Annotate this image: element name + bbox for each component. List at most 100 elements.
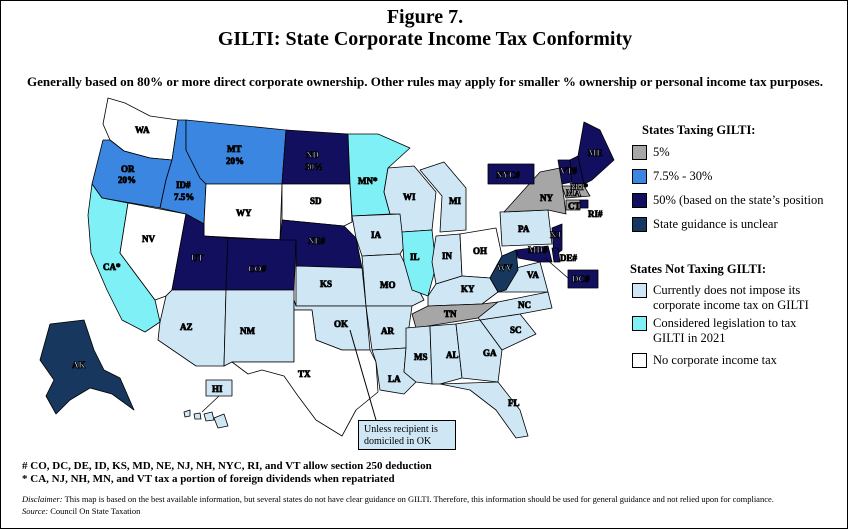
legend-label-legislation-line2: GILTI in 2021 xyxy=(653,331,726,345)
legend-label-legislation: Considered legislation to tax GILTI in 2… xyxy=(653,316,796,346)
callout-line1: Unless recipient is xyxy=(364,424,438,435)
label-sd: SD xyxy=(310,196,322,206)
legend-label-unclear: State guidance is unclear xyxy=(653,217,778,231)
label-mt: MT xyxy=(227,144,242,154)
state-mi xyxy=(419,161,467,233)
label-pa: PA xyxy=(518,224,530,234)
label-hi: HI xyxy=(212,384,223,394)
label-nc: NC xyxy=(518,300,531,310)
figure-title: Figure 7. GILTI: State Corporate Income … xyxy=(0,6,850,50)
label-md: MD# xyxy=(528,245,548,255)
source-text: Council On State Taxation xyxy=(48,506,141,516)
state-ca xyxy=(87,183,161,333)
legend-item-unclear: State guidance is unclear xyxy=(632,217,778,232)
legend-label-50pct: 50% (based on the state’s position xyxy=(653,193,824,207)
state-de xyxy=(551,247,561,263)
label-mn: MN* xyxy=(358,176,378,186)
state-nm xyxy=(223,289,295,367)
source: Source: Council On State Taxation xyxy=(22,506,140,516)
state-me xyxy=(577,121,615,185)
label-wy: WY xyxy=(236,208,252,218)
label-ny: NY xyxy=(540,193,553,203)
label-ca: CA* xyxy=(103,262,121,272)
label-nj: NJ xyxy=(550,230,561,240)
legend-item-legislation: Considered legislation to tax GILTI in 2… xyxy=(632,316,796,346)
legend-label-no-impose-line1: Currently does not impose its xyxy=(653,283,801,297)
label-ok: OK xyxy=(334,319,348,329)
label-co: CO# xyxy=(248,264,267,274)
label-sc: SC xyxy=(510,325,522,335)
label-nm: NM xyxy=(240,326,255,336)
label-va: VA xyxy=(527,270,539,280)
label-dc: DC# xyxy=(572,274,590,284)
label-mt-rate: 20% xyxy=(226,156,244,166)
label-nh: NH* xyxy=(570,182,589,192)
label-mi: MI xyxy=(449,196,461,206)
state-ma xyxy=(561,185,591,199)
ok-callout: Unless recipient is domiciled in OK xyxy=(358,420,456,450)
label-ak: AK xyxy=(72,360,86,370)
state-sd xyxy=(281,183,353,227)
disclaimer: Disclaimer: This map is based on the bes… xyxy=(22,494,774,504)
label-id: ID# xyxy=(176,180,191,190)
disclaimer-label: Disclaimer: xyxy=(22,494,63,504)
legend-label-no-impose: Currently does not impose its corporate … xyxy=(653,283,809,313)
swatch-unclear xyxy=(632,217,647,232)
label-in: IN xyxy=(442,251,453,261)
label-ks: KS xyxy=(320,279,332,289)
label-wv: WV xyxy=(497,263,513,273)
legend-label-5pct: 5% xyxy=(653,145,670,159)
label-ri: RI# xyxy=(588,209,603,219)
note-section-250: # CO, DC, DE, ID, KS, MD, NE, NJ, NH, NY… xyxy=(22,460,432,472)
swatch-7-30pct xyxy=(632,169,647,184)
label-me: ME xyxy=(588,148,603,158)
label-vt: VT# xyxy=(560,166,578,176)
state-al xyxy=(429,323,463,385)
state-wy xyxy=(203,183,283,241)
nyc-box xyxy=(487,163,535,185)
callout-line2: domiciled in OK xyxy=(364,436,432,447)
label-al: AL xyxy=(446,350,459,360)
label-wi: WI xyxy=(403,192,416,202)
source-label: Source: xyxy=(22,506,49,516)
legend-label-no-impose-line2: corporate income tax on GILTI xyxy=(653,298,809,312)
legend-item-7-30pct: 7.5% - 30% xyxy=(632,169,712,184)
state-ak xyxy=(39,319,135,415)
state-nc xyxy=(477,291,553,321)
label-ut: UT xyxy=(191,253,204,263)
label-fl: FL xyxy=(508,398,520,408)
label-oh: OH xyxy=(473,246,487,256)
label-ar: AR xyxy=(381,326,394,336)
legend-item-5pct: 5% xyxy=(632,145,670,160)
disclaimer-text: This map is based on the best available … xyxy=(62,494,774,504)
label-tx: TX xyxy=(298,369,311,379)
label-id-rate: 7.5% xyxy=(174,192,194,202)
label-ct: CT xyxy=(568,201,581,211)
legend-item-no-impose: Currently does not impose its corporate … xyxy=(632,283,809,313)
ok-callout-line xyxy=(349,329,377,421)
label-ne: NE# xyxy=(308,236,326,246)
state-wv xyxy=(489,249,519,293)
state-hi-1 xyxy=(183,409,191,418)
state-ct xyxy=(565,199,581,211)
label-tn: TN xyxy=(444,309,457,319)
label-wa: WA xyxy=(135,125,150,135)
swatch-50pct xyxy=(632,193,647,208)
state-ga xyxy=(455,319,503,383)
state-fl xyxy=(439,381,529,439)
label-de: DE# xyxy=(560,253,578,263)
figure-subtitle: Generally based on 80% or more direct co… xyxy=(27,74,823,89)
label-nd-rate: 30% xyxy=(305,162,323,172)
label-mo: MO xyxy=(380,280,396,290)
label-ms: MS xyxy=(414,352,428,362)
hi-pointer xyxy=(201,395,220,413)
state-hi-2 xyxy=(193,412,202,420)
figure-number: Figure 7. xyxy=(386,6,464,28)
state-hi-3 xyxy=(203,411,215,422)
legend-item-50pct: 50% (based on the state’s position xyxy=(632,193,823,208)
legend-label-7-30pct: 7.5% - 30% xyxy=(653,169,713,183)
label-nyc: NYC# xyxy=(496,170,520,180)
label-ky: KY xyxy=(461,284,475,294)
legend-label-no-tax: No corporate income tax xyxy=(653,353,777,367)
